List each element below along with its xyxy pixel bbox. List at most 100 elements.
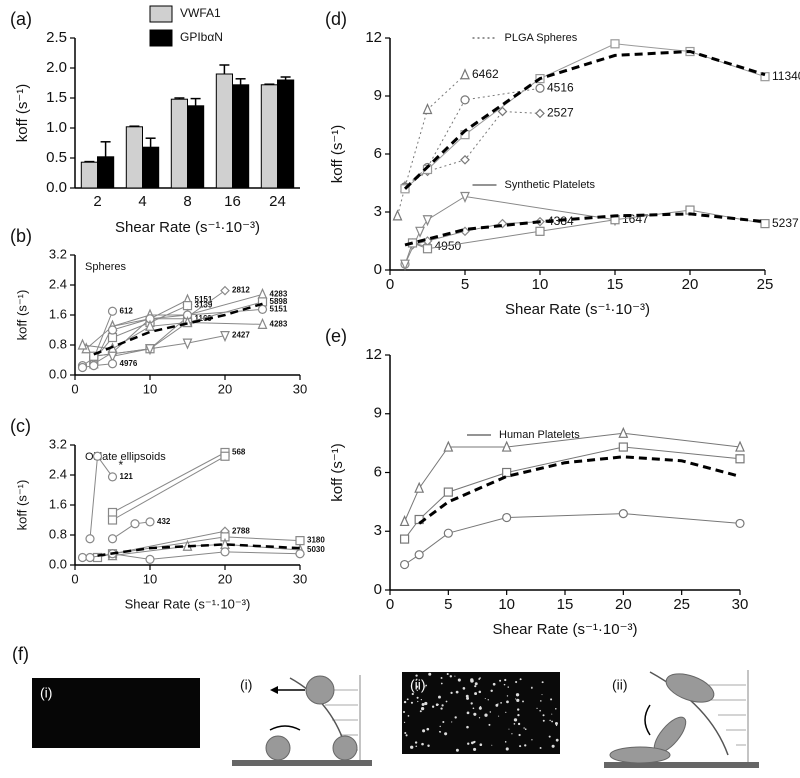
dot	[478, 678, 481, 680]
image-label: (i)	[240, 677, 252, 693]
series-label: 121	[120, 472, 134, 481]
dot	[440, 682, 443, 685]
x-tick-label: 5	[461, 276, 469, 293]
dot	[403, 721, 406, 723]
dot	[415, 745, 418, 748]
dot	[467, 742, 470, 745]
dot	[551, 713, 553, 715]
dot	[474, 692, 478, 696]
series-line	[112, 455, 226, 521]
dot	[541, 681, 544, 684]
x-tick-label: 0	[71, 381, 78, 396]
dot	[415, 674, 418, 677]
dot	[484, 713, 488, 717]
y-axis-label: koff (s⁻¹)	[14, 290, 29, 341]
dot	[495, 703, 499, 707]
point	[443, 528, 453, 538]
y-tick-label: 1.5	[46, 89, 67, 106]
dot	[471, 741, 474, 745]
dot	[524, 744, 527, 747]
y-tick-label: 9	[374, 87, 382, 104]
x-tick-label: 15	[607, 276, 624, 293]
x-tick-label: 8	[183, 193, 191, 210]
point	[89, 351, 99, 361]
series-line	[112, 308, 263, 331]
x-tick-label: 0	[71, 571, 78, 586]
x-tick-label: 15	[557, 596, 574, 613]
dot	[506, 695, 509, 697]
series-line	[93, 305, 188, 361]
point	[460, 154, 470, 165]
series-line	[404, 446, 741, 540]
point	[399, 534, 410, 544]
point	[145, 554, 155, 564]
dot	[551, 720, 553, 723]
point	[107, 325, 118, 335]
series-label: 4516	[547, 80, 574, 94]
series-line	[404, 432, 741, 522]
point	[85, 534, 95, 544]
point	[85, 552, 95, 563]
bar	[260, 84, 278, 189]
dot	[431, 705, 435, 708]
series-label: 5898	[270, 297, 288, 306]
dot	[466, 696, 470, 700]
point	[610, 39, 620, 49]
dot	[449, 675, 453, 678]
dot	[548, 735, 551, 738]
dot	[555, 707, 557, 710]
dot	[404, 731, 407, 735]
y-tick-label: 1.6	[49, 496, 67, 511]
point	[220, 451, 230, 461]
series-label: 432	[157, 517, 171, 526]
point	[501, 440, 512, 452]
point	[145, 517, 155, 527]
dot	[505, 711, 507, 713]
point	[295, 549, 305, 559]
dot	[466, 711, 470, 715]
schematic-ellipsoids	[604, 670, 759, 768]
dot	[498, 715, 500, 717]
point	[92, 451, 103, 461]
point	[107, 534, 118, 544]
x-tick-label: 10	[143, 381, 157, 396]
x-tick-label: 0	[386, 596, 394, 613]
x-tick-label: 20	[218, 571, 232, 586]
dot	[549, 719, 551, 722]
y-tick-label: 0.0	[49, 366, 67, 381]
y-tick-label: 0.8	[49, 526, 67, 541]
series-label: 4976	[120, 359, 138, 368]
dot	[472, 707, 475, 710]
series-label: 3180	[307, 536, 325, 545]
bar	[97, 156, 115, 189]
point	[77, 362, 88, 373]
y-tick-label: 3.2	[49, 436, 67, 451]
key-label: PLGA Spheres	[505, 32, 578, 44]
image-label: (ii)	[612, 677, 628, 693]
dot	[474, 685, 477, 688]
x-tick-label: 20	[682, 276, 699, 293]
dot	[470, 678, 474, 682]
point	[145, 344, 155, 356]
point	[760, 72, 770, 82]
dot	[517, 722, 521, 726]
dot	[516, 698, 520, 702]
dot	[487, 699, 489, 701]
x-tick-label: 10	[143, 571, 157, 586]
dot	[451, 721, 453, 723]
point	[107, 351, 118, 363]
series-label: 1647	[622, 212, 649, 226]
series-line	[397, 74, 466, 217]
micrograph	[402, 672, 560, 754]
point	[618, 426, 629, 438]
point	[257, 304, 268, 314]
fit-line	[97, 543, 301, 557]
dot	[439, 725, 441, 728]
y-tick-label: 0	[374, 261, 382, 278]
y-tick-label: 2.5	[46, 29, 67, 46]
dot	[517, 713, 520, 717]
point	[535, 83, 545, 93]
series-label: 2812	[232, 286, 250, 295]
dot	[466, 725, 469, 729]
